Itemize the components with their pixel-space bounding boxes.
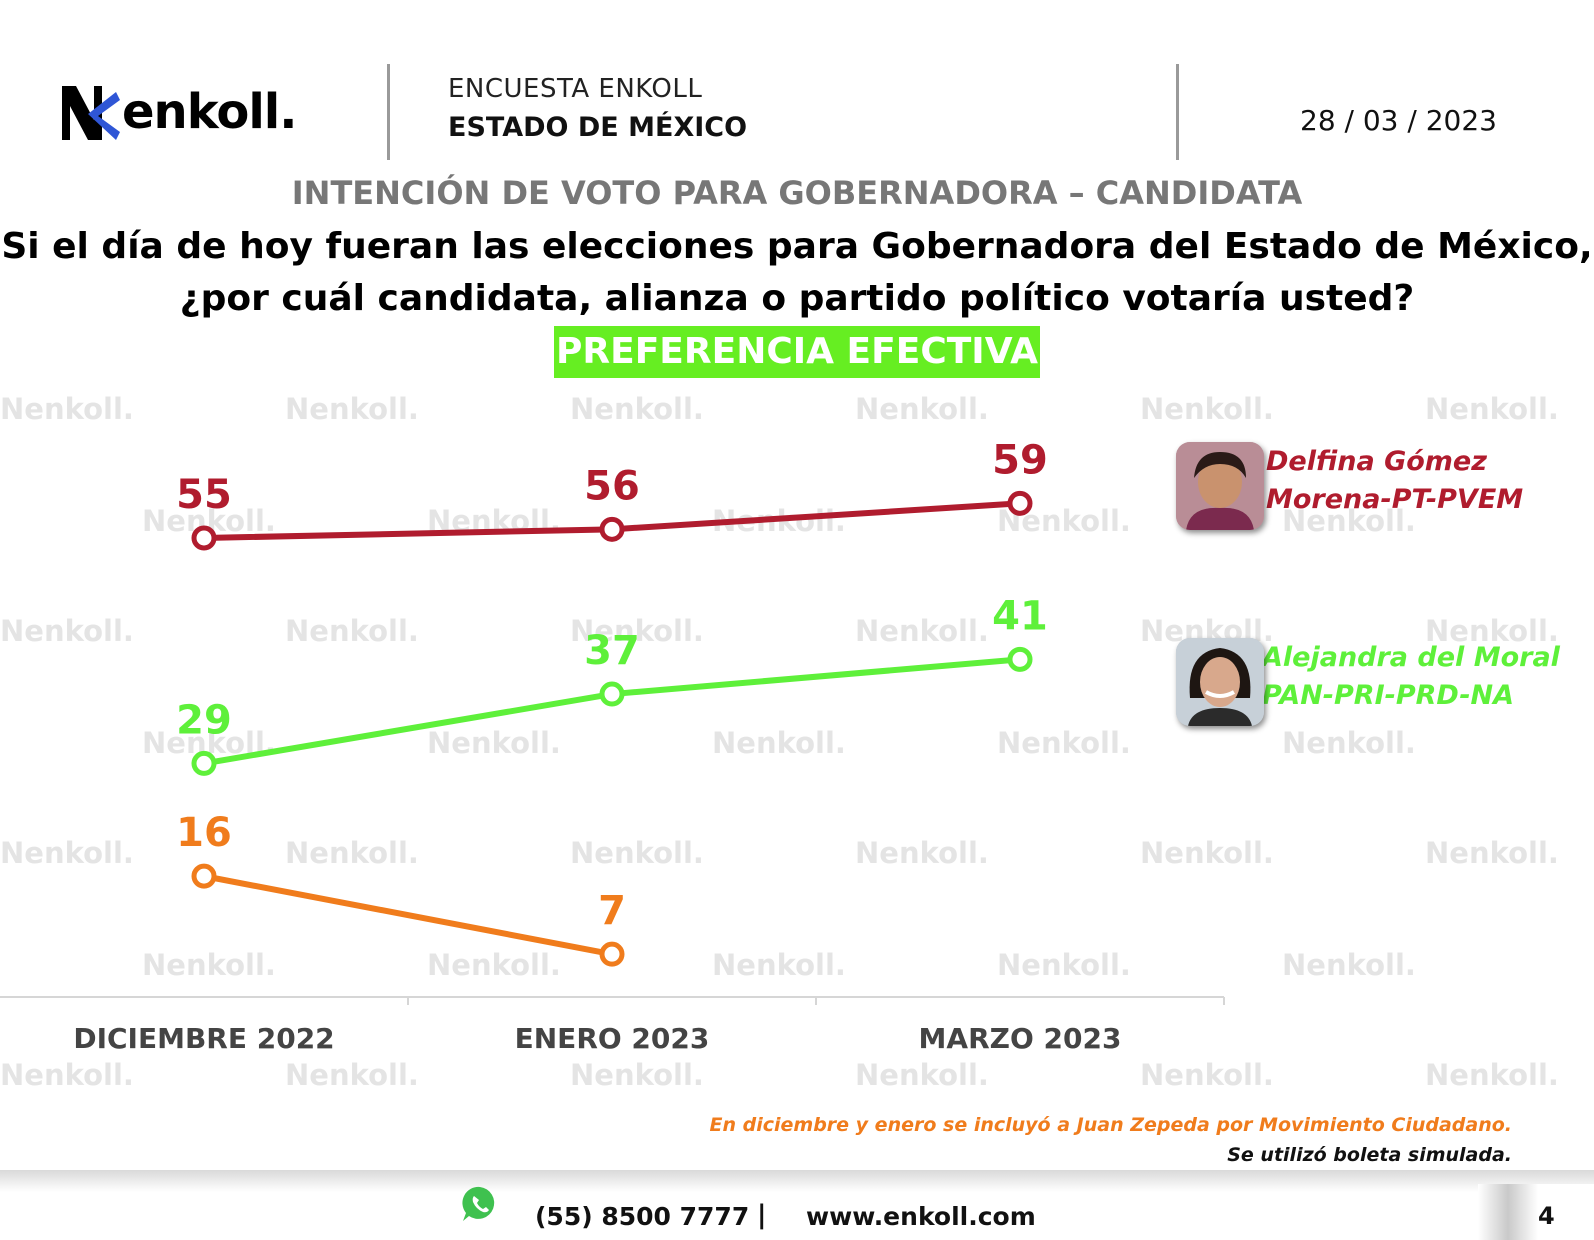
watermark: Nenkoll. — [855, 836, 989, 870]
preference-badge: PREFERENCIA EFECTIVA — [554, 326, 1040, 378]
watermark: Nenkoll. — [570, 392, 704, 426]
data-point — [599, 941, 625, 967]
watermark: Nenkoll. — [997, 726, 1131, 760]
enkoll-logo-icon — [62, 86, 120, 140]
enkoll-logo: enkoll. — [58, 78, 318, 152]
watermark: Nenkoll. — [1282, 726, 1416, 760]
person-icon — [1176, 638, 1264, 726]
footnote-ballot: Se utilizó boleta simulada. — [1227, 1144, 1512, 1166]
data-label: 59 — [992, 437, 1048, 483]
watermark: Nenkoll. — [997, 948, 1131, 982]
survey-label: ENCUESTA ENKOLL — [448, 74, 703, 104]
watermark: Nenkoll. — [1425, 392, 1559, 426]
brand-name: enkoll. — [122, 84, 297, 140]
x-tick-label: DICIEMBRE 2022 — [73, 1022, 334, 1055]
watermark: Nenkoll. — [0, 1058, 134, 1092]
data-point — [1007, 490, 1033, 516]
data-point — [599, 516, 625, 542]
data-point — [191, 750, 217, 776]
person-icon — [1176, 442, 1264, 530]
watermark: Nenkoll. — [1140, 392, 1274, 426]
avatar-alejandra-del-moral — [1176, 638, 1264, 726]
question-line-1: Si el día de hoy fueran las elecciones p… — [1, 226, 1593, 267]
data-label: 37 — [584, 628, 640, 674]
x-tick-label: ENERO 2023 — [515, 1022, 710, 1055]
watermark: Nenkoll. — [1140, 1058, 1274, 1092]
legend-coalition: PAN-PRI-PRD-NA — [1262, 680, 1514, 711]
watermark: Nenkoll. — [712, 726, 846, 760]
question-line-2: ¿por cuál candidata, alianza o partido p… — [179, 278, 1415, 319]
watermark: Nenkoll. — [427, 948, 561, 982]
watermark: Nenkoll. — [285, 836, 419, 870]
series-line — [201, 873, 615, 958]
data-point — [599, 681, 625, 707]
data-label: 56 — [584, 463, 640, 509]
watermark: Nenkoll. — [855, 1058, 989, 1092]
watermark: Nenkoll. — [0, 392, 134, 426]
line-chart: DICIEMBRE 2022 ENERO 2023 MARZO 2023 55 56 59… — [0, 437, 1561, 1055]
data-point — [191, 863, 217, 889]
badge-wrapper: PREFERENCIA EFECTIVA — [0, 326, 1594, 378]
watermark: Nenkoll. — [1282, 504, 1416, 538]
page-number: 4 — [1538, 1202, 1555, 1230]
series-line — [201, 656, 1023, 767]
data-point — [191, 525, 217, 551]
watermark: Nenkoll. — [570, 836, 704, 870]
header-divider — [387, 64, 390, 160]
watermark: Nenkoll. — [1425, 1058, 1559, 1092]
watermark: Nenkoll. — [285, 392, 419, 426]
footnote-zepeda: En diciembre y enero se incluyó a Juan Z… — [709, 1114, 1512, 1136]
data-label: 29 — [176, 697, 232, 743]
watermark: Nenkoll. — [855, 614, 989, 648]
avatar-delfina-gomez — [1176, 442, 1264, 530]
watermark: Nenkoll. — [285, 1058, 419, 1092]
x-tick-label: MARZO 2023 — [919, 1022, 1122, 1055]
footer-separator: | — [757, 1200, 767, 1230]
section-title: INTENCIÓN DE VOTO PARA GOBERNADORA – CAN… — [291, 174, 1303, 212]
watermark: Nenkoll. — [142, 948, 276, 982]
region-label: ESTADO DE MÉXICO — [448, 112, 748, 143]
watermark: Nenkoll. — [0, 614, 134, 648]
data-point — [1007, 646, 1033, 672]
page-number-box — [1478, 1184, 1594, 1240]
footer-bar — [0, 1170, 1594, 1240]
header-divider-right — [1176, 64, 1179, 160]
watermark: Nenkoll. — [712, 948, 846, 982]
watermark: Nenkoll. — [1282, 948, 1416, 982]
watermark: Nenkoll. — [570, 614, 704, 648]
watermark: Nenkoll. — [1425, 614, 1559, 648]
data-label: 16 — [176, 810, 232, 856]
contact-phone[interactable]: (55) 8500 7777 — [535, 1202, 750, 1231]
data-label: 55 — [176, 472, 232, 518]
watermark: Nenkoll. — [285, 614, 419, 648]
website-link[interactable]: www.enkoll.com — [806, 1202, 1036, 1231]
legend-candidate-name: Alejandra del Moral — [1260, 642, 1561, 673]
watermark: Nenkoll. — [570, 1058, 704, 1092]
watermark: Nenkoll. — [1425, 836, 1559, 870]
data-label: 7 — [598, 888, 626, 934]
watermark: Nenkoll. — [427, 726, 561, 760]
whatsapp-icon[interactable] — [460, 1184, 500, 1224]
watermark: Nenkoll. — [0, 836, 134, 870]
watermark: Nenkoll. — [855, 392, 989, 426]
report-date: 28 / 03 / 2023 — [1300, 104, 1497, 137]
watermark: Nenkoll. — [1140, 836, 1274, 870]
legend-coalition: Morena-PT-PVEM — [1266, 484, 1523, 515]
legend-candidate-name: Delfina Gómez — [1266, 446, 1487, 477]
data-label: 41 — [992, 593, 1048, 639]
